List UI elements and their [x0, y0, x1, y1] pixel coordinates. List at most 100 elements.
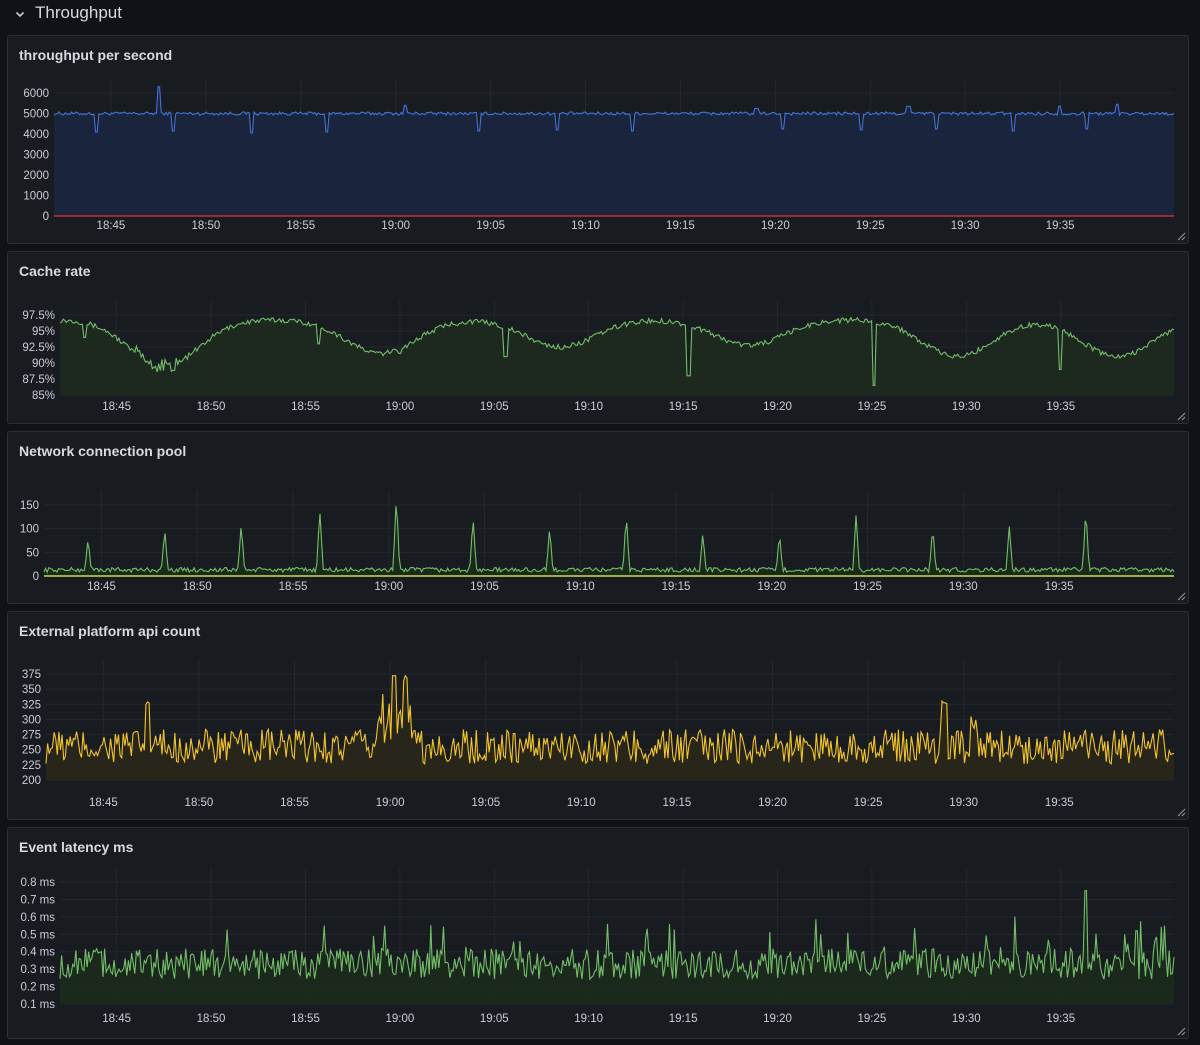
- resize-handle-icon[interactable]: [1176, 1026, 1186, 1036]
- row-title: Throughput: [35, 3, 122, 22]
- series-line[interactable]: [45, 674, 1175, 766]
- y-tick-label: 225: [22, 760, 41, 772]
- x-tick-label: 19:05: [476, 220, 505, 232]
- panel-external-platform-api-count[interactable]: External platform api count 375 350 325 300…: [7, 611, 1189, 820]
- panel-title[interactable]: Cache rate: [19, 263, 91, 279]
- x-tick-label: 19:10: [566, 581, 595, 593]
- x-tick-label: 19:05: [471, 797, 500, 809]
- y-tick-label: 2000: [23, 170, 49, 182]
- y-tick-label: 50: [26, 547, 39, 559]
- cache-rate-chart[interactable]: 97.5% 95% 92.5% 90% 87.5% 85% 18:45 18:50 18:55 1…: [8, 252, 1189, 424]
- y-tick-label: 95%: [32, 326, 55, 338]
- series-area: [46, 675, 1174, 780]
- x-tick-label: 18:45: [97, 220, 126, 232]
- external-api-chart[interactable]: 375 350 325 300 275 250 225 200 18:45 18:50 18:55 1…: [8, 612, 1189, 820]
- x-tick-label: 19:25: [853, 581, 882, 593]
- y-tick-label: 150: [20, 500, 39, 512]
- x-tick-label: 19:35: [1045, 797, 1074, 809]
- y-tick-label: 0.5 ms: [20, 929, 55, 941]
- panel-cache-rate[interactable]: Cache rate 97.5% 95% 92.5% 90% 87.5% 85% 18:45…: [7, 251, 1189, 424]
- y-tick-label: 87.5%: [22, 374, 55, 386]
- x-tick-label: 18:45: [102, 1013, 131, 1025]
- resize-handle-icon[interactable]: [1176, 591, 1186, 601]
- x-tick-label: 19:15: [662, 581, 691, 593]
- x-tick-label: 19:20: [761, 220, 790, 232]
- x-tick-label: 19:20: [757, 581, 786, 593]
- x-tick-label: 19:30: [949, 581, 978, 593]
- y-tick-label: 85%: [32, 390, 55, 402]
- series-area: [44, 506, 1174, 576]
- y-tick-label: 3000: [23, 150, 49, 162]
- y-tick-label: 0.6 ms: [20, 912, 55, 924]
- series-line[interactable]: [59, 316, 1175, 386]
- panel-event-latency-ms[interactable]: Event latency ms 0.8 ms 0.7 ms 0.6 ms 0.5 m…: [7, 827, 1189, 1039]
- x-tick-label: 18:55: [291, 401, 320, 413]
- x-tick-label: 18:55: [286, 220, 315, 232]
- y-tick-label: 92.5%: [22, 342, 55, 354]
- row-header-throughput[interactable]: Throughput: [0, 0, 1200, 28]
- x-tick-label: 19:20: [763, 1013, 792, 1025]
- x-tick-label: 19:30: [952, 401, 981, 413]
- y-tick-label: 275: [22, 730, 41, 742]
- x-tick-label: 19:00: [376, 797, 405, 809]
- y-tick-label: 1000: [23, 191, 49, 203]
- x-tick-label: 18:50: [197, 1013, 226, 1025]
- x-tick-label: 19:00: [374, 581, 403, 593]
- panel-title[interactable]: Network connection pool: [19, 443, 187, 459]
- y-tick-label: 350: [22, 684, 41, 696]
- throughput-chart[interactable]: 6000 5000 4000 3000 2000 1000 0 18:45 18:50 18:55…: [8, 36, 1189, 244]
- series-line[interactable]: [59, 890, 1175, 981]
- series-line[interactable]: [43, 506, 1175, 575]
- panel-network-connection-pool[interactable]: Network connection pool 150 100 50 0 18:45 18…: [7, 431, 1189, 604]
- x-tick-label: 19:30: [949, 797, 978, 809]
- y-tick-label: 0: [33, 571, 39, 583]
- x-tick-label: 19:35: [1046, 220, 1075, 232]
- x-tick-label: 19:30: [951, 220, 980, 232]
- x-tick-label: 19:25: [858, 401, 887, 413]
- x-tick-label: 19:15: [669, 1013, 698, 1025]
- series-area: [54, 86, 1174, 216]
- x-tick-label: 19:25: [858, 1013, 887, 1025]
- resize-handle-icon[interactable]: [1176, 807, 1186, 817]
- y-tick-label: 0.3 ms: [20, 964, 55, 976]
- x-tick-label: 19:15: [666, 220, 695, 232]
- resize-handle-icon[interactable]: [1176, 231, 1186, 241]
- x-tick-label: 19:10: [567, 797, 596, 809]
- y-tick-label: 0.8 ms: [20, 877, 55, 889]
- panel-title[interactable]: External platform api count: [19, 623, 201, 639]
- x-tick-label: 18:50: [197, 401, 226, 413]
- y-tick-label: 325: [22, 699, 41, 711]
- x-tick-label: 18:45: [89, 797, 118, 809]
- x-tick-label: 18:50: [185, 797, 214, 809]
- y-tick-label: 0.4 ms: [20, 947, 55, 959]
- x-tick-label: 19:15: [669, 401, 698, 413]
- y-tick-label: 6000: [23, 88, 49, 100]
- x-tick-label: 18:50: [183, 581, 212, 593]
- x-tick-label: 18:45: [102, 401, 131, 413]
- x-tick-label: 19:00: [385, 1013, 414, 1025]
- x-tick-label: 19:10: [571, 220, 600, 232]
- resize-handle-icon[interactable]: [1176, 411, 1186, 421]
- y-tick-label: 90%: [32, 358, 55, 370]
- y-tick-label: 4000: [23, 129, 49, 141]
- x-tick-label: 19:00: [385, 401, 414, 413]
- series-line[interactable]: [53, 86, 1175, 134]
- y-tick-label: 250: [22, 745, 41, 757]
- x-tick-label: 18:50: [191, 220, 220, 232]
- x-tick-label: 19:20: [763, 401, 792, 413]
- series-area: [60, 317, 1174, 395]
- x-tick-label: 19:05: [470, 581, 499, 593]
- chevron-down-icon[interactable]: [14, 8, 26, 20]
- network-pool-chart[interactable]: 150 100 50 0 18:45 18:50 18:55 19:00 19:05 19:10 1…: [8, 432, 1189, 604]
- event-latency-chart[interactable]: 0.8 ms 0.7 ms 0.6 ms 0.5 ms 0.4 ms 0.3 ms 0.2 …: [8, 828, 1189, 1039]
- x-tick-label: 19:05: [480, 1013, 509, 1025]
- y-tick-label: 0: [43, 211, 49, 223]
- y-tick-label: 5000: [23, 109, 49, 121]
- x-tick-label: 19:35: [1046, 401, 1075, 413]
- x-tick-label: 18:55: [279, 581, 308, 593]
- x-tick-label: 19:10: [574, 401, 603, 413]
- panel-throughput-per-second[interactable]: throughput per second 6000 5000 4000 3000 20…: [7, 35, 1189, 244]
- panel-title[interactable]: throughput per second: [19, 47, 173, 63]
- panel-title[interactable]: Event latency ms: [19, 839, 134, 855]
- x-tick-label: 19:10: [574, 1013, 603, 1025]
